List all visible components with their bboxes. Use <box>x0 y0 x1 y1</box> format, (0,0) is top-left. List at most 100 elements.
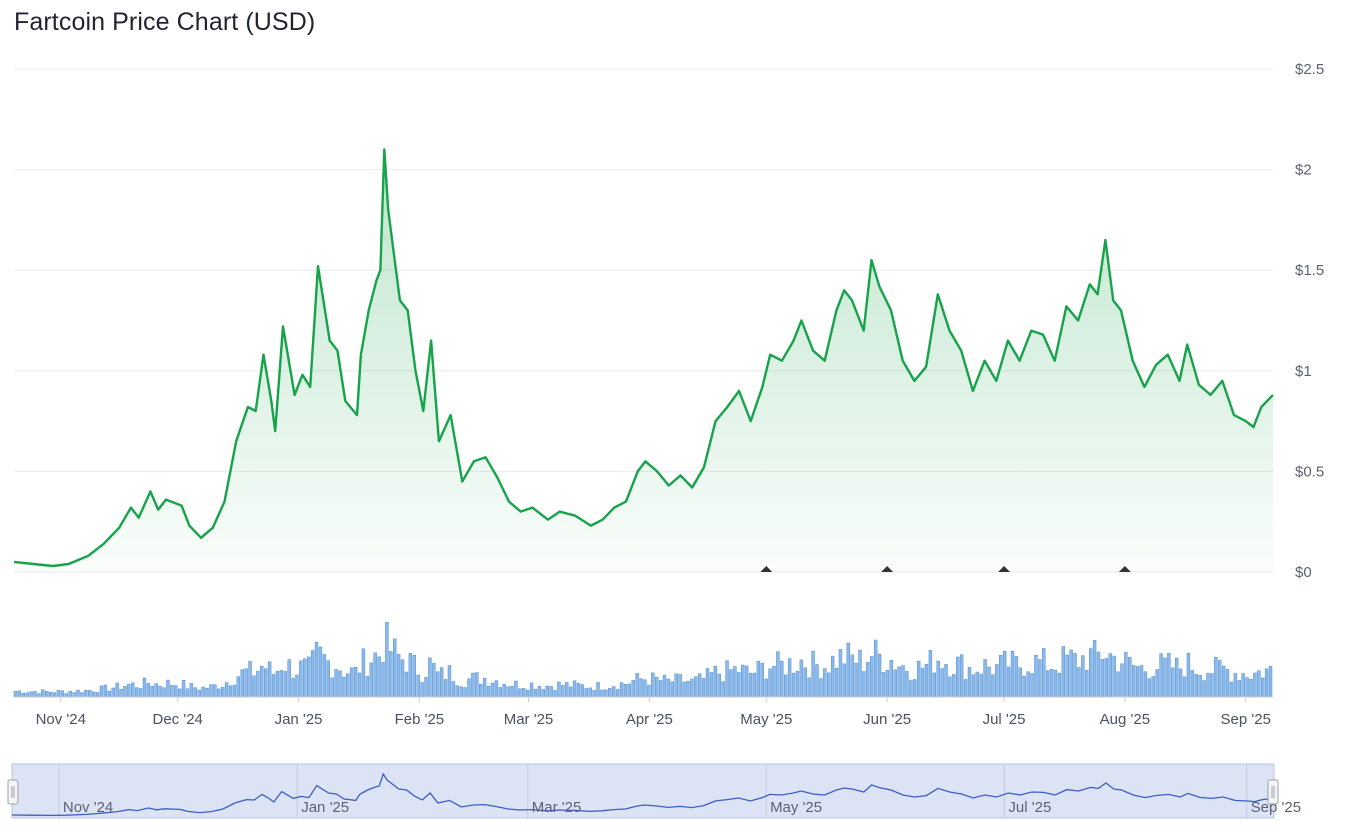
volume-bar <box>815 664 819 698</box>
event-markers[interactable] <box>760 566 1131 572</box>
volume-bar <box>1233 673 1238 698</box>
volume-bar <box>256 670 260 698</box>
volume-bar <box>451 681 456 698</box>
volume-bar <box>635 673 639 698</box>
volume-bar <box>56 689 61 698</box>
volume-bar <box>252 675 256 698</box>
volume-bar <box>271 674 276 698</box>
volume-bar <box>326 660 330 698</box>
volume-bar <box>381 662 385 698</box>
volume-bar <box>350 667 354 698</box>
volume-bar <box>744 665 749 698</box>
volume-bar <box>549 686 553 698</box>
volume-bar <box>987 666 991 698</box>
volume-bar <box>1218 660 1222 698</box>
volume-bar <box>600 689 604 698</box>
volume-bar <box>956 656 960 698</box>
volume-bar <box>459 686 463 698</box>
navigator-selection[interactable] <box>11 763 1275 819</box>
volume-bar <box>295 674 299 698</box>
volume-bar <box>827 672 831 698</box>
event-marker[interactable] <box>881 566 894 572</box>
volume-bar <box>310 650 315 698</box>
navigator-labels: Nov '24 Jan '25 Mar '25 May '25 Jul '25 Sep '… <box>63 799 1301 816</box>
volume-bar <box>619 682 624 698</box>
volume-bar <box>240 669 244 698</box>
volume-bar <box>1264 668 1269 698</box>
volume-bar <box>983 659 987 698</box>
volume-bar <box>400 659 405 698</box>
volume-bar <box>846 642 850 698</box>
volume-bar <box>697 673 702 698</box>
x-tick-label: Apr '25 <box>626 711 673 728</box>
volume-bar <box>709 672 714 698</box>
volume-bar <box>1010 650 1015 698</box>
navigator-grid <box>58 764 1248 818</box>
volume-bar <box>307 656 311 698</box>
volume-bar <box>287 659 291 698</box>
volume-bar <box>154 683 158 698</box>
volume-bar <box>76 689 80 698</box>
navigator-tick-label: May '25 <box>770 799 822 816</box>
volume-bar <box>854 662 858 698</box>
volume-bar <box>678 674 682 698</box>
y-tick-label: $1.5 <box>1295 262 1324 279</box>
volume-bar <box>131 682 135 698</box>
volume-bar <box>658 680 663 698</box>
volume-bar <box>123 686 127 698</box>
volume-bar <box>682 681 686 698</box>
volume-bar <box>1077 667 1081 698</box>
volume-bar <box>267 661 272 698</box>
navigator-left-handle[interactable] <box>7 779 19 805</box>
volume-bar <box>111 687 115 698</box>
volume-bar <box>705 668 710 698</box>
navigator-line <box>11 772 1275 817</box>
x-tick-label: Feb '25 <box>395 711 445 728</box>
volume-bar <box>1057 672 1062 698</box>
event-marker[interactable] <box>760 566 773 572</box>
volume-bar <box>201 686 205 698</box>
y-tick-label: $2.5 <box>1295 61 1324 78</box>
volume-bar <box>1229 681 1234 698</box>
volume-bar <box>166 679 170 698</box>
volume-bar <box>1085 670 1089 698</box>
volume-bar <box>522 688 526 698</box>
volume-bar <box>807 677 811 698</box>
range-navigator[interactable]: Nov '24 Jan '25 Mar '25 May '25 Jul '25 Sep '… <box>7 763 1301 819</box>
volume-bar <box>95 692 100 698</box>
volume-bar <box>1194 674 1198 698</box>
volume-bar <box>283 671 287 698</box>
volume-bar <box>45 690 49 698</box>
volume-bar <box>209 684 213 698</box>
navigator-right-handle[interactable] <box>1267 779 1279 805</box>
volume-bar <box>627 683 632 698</box>
volume-bar <box>1038 659 1042 698</box>
volume-bar <box>346 673 350 698</box>
volume-bar <box>721 681 725 698</box>
volume-bar <box>651 672 655 698</box>
volume-bar <box>1202 680 1206 698</box>
volume-bar <box>1257 670 1261 698</box>
volume-bar <box>623 684 628 698</box>
volume-bar <box>686 681 690 698</box>
volume-bar <box>666 678 671 698</box>
volume-bar <box>29 691 33 698</box>
volume-bar <box>181 679 186 698</box>
volume-bar <box>369 662 373 698</box>
volume-bar <box>764 678 768 698</box>
price-line[interactable] <box>13 148 1274 568</box>
volume-bar <box>99 685 104 698</box>
volume-bar <box>565 682 569 698</box>
volume-bar <box>944 664 948 698</box>
volume-bar <box>760 662 764 698</box>
volume-bar <box>162 687 166 698</box>
volume-bar <box>455 685 459 698</box>
volume-bars <box>13 621 1273 698</box>
event-marker[interactable] <box>1118 566 1131 572</box>
event-marker[interactable] <box>998 566 1011 572</box>
volume-bar <box>995 664 999 698</box>
volume-bar <box>299 660 303 698</box>
volume-bar <box>193 687 198 698</box>
volume-bar <box>236 676 241 698</box>
